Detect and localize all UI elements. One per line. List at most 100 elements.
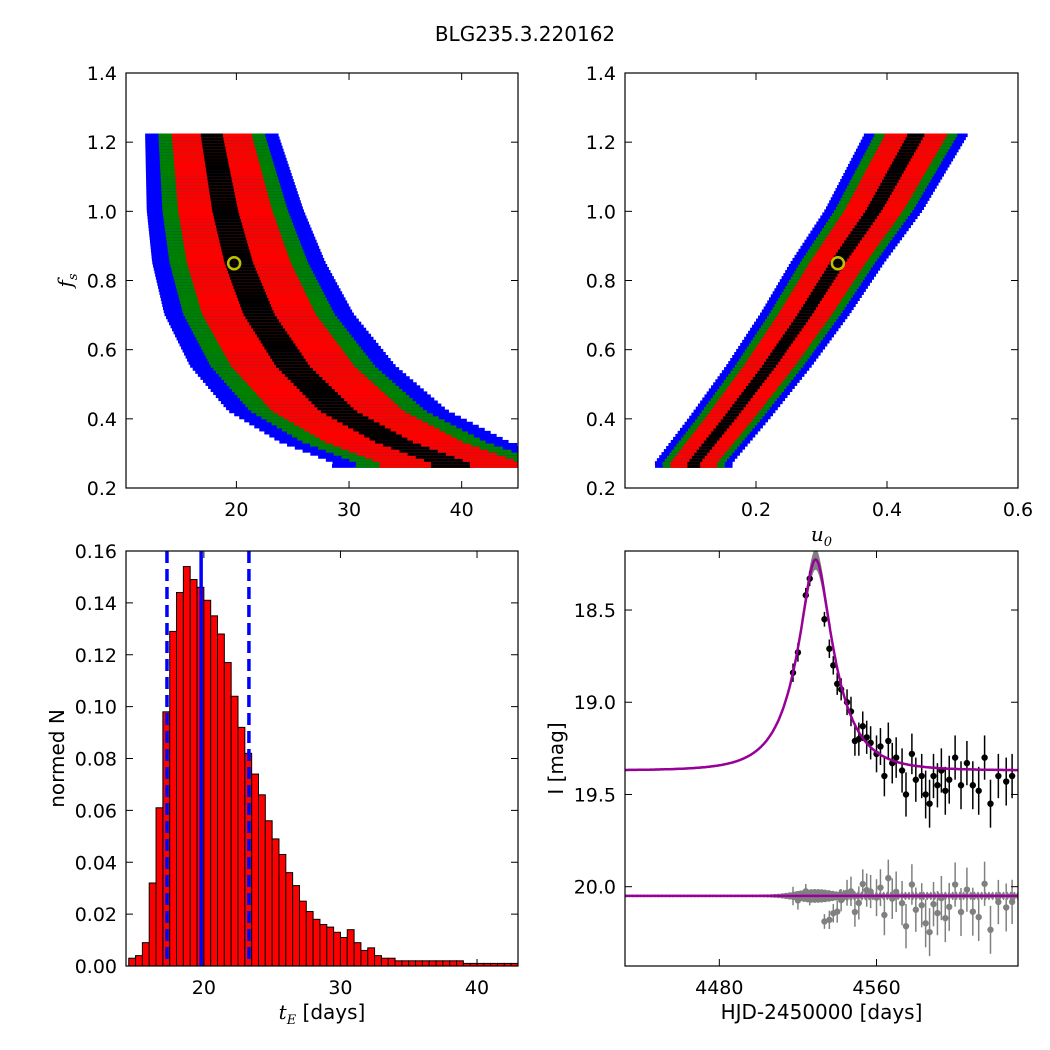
- heatmap-band-3: [842, 242, 858, 247]
- histogram-bar: [367, 947, 376, 966]
- best-fit-marker: [226, 255, 242, 271]
- heatmap-band-3: [850, 230, 867, 235]
- y-tick-label: 1.2: [87, 132, 117, 154]
- x-tick-label: 0.2: [741, 499, 771, 521]
- heatmap-band-3: [220, 245, 249, 250]
- heatmap-band-3: [820, 276, 836, 280]
- x-tick-label: 40: [450, 499, 474, 521]
- x-axis-label: tE [days]: [279, 1000, 366, 1028]
- y-tick-label: 0.2: [87, 478, 117, 500]
- data-point: [892, 754, 900, 761]
- residual-point: [877, 884, 884, 891]
- heatmap-band-3: [748, 382, 763, 386]
- x-tick-label: 4560: [852, 977, 900, 999]
- heatmap-band-3: [741, 391, 756, 396]
- heatmap-band-3: [799, 309, 815, 314]
- histogram-bar: [203, 599, 212, 966]
- data-point: [987, 800, 994, 807]
- heatmap-band-3: [391, 446, 430, 450]
- y-tick-label: 0.8: [586, 271, 616, 293]
- heatmap-band-3: [270, 354, 304, 359]
- heatmap-band-3: [317, 406, 354, 411]
- residual-point: [855, 899, 863, 907]
- best-fit-marker: [830, 255, 846, 271]
- y-axis-label: normed N: [45, 709, 69, 808]
- residual-point: [930, 900, 937, 908]
- heatmap-band-3: [768, 354, 783, 359]
- heatmap-band-3: [227, 270, 258, 274]
- y-tick-label: 0.16: [75, 541, 117, 563]
- data-point: [902, 791, 910, 798]
- residual-point: [898, 899, 906, 907]
- data-point: [855, 735, 863, 743]
- residual-point: [946, 903, 953, 911]
- residual-point: [859, 880, 866, 888]
- heatmap-band-3: [206, 169, 231, 174]
- heatmap-band-3: [730, 406, 744, 411]
- x-tick-label: 30: [337, 499, 361, 521]
- heatmap-band-3: [281, 370, 317, 374]
- residual-point: [912, 906, 920, 913]
- histogram-bar: [449, 960, 458, 966]
- heatmap-band-3: [230, 276, 260, 280]
- heatmap-band-3: [715, 424, 730, 429]
- axes-frame: [624, 550, 1019, 967]
- heatmap-band-3: [752, 376, 767, 380]
- heatmap-band-3: [208, 185, 234, 189]
- heatmap-band-3: [866, 206, 884, 210]
- heatmap-band-3: [229, 273, 259, 277]
- x-axis-label: u0: [811, 522, 832, 550]
- histogram-bar: [374, 955, 382, 966]
- heatmap-band-3: [293, 382, 329, 386]
- residual-point: [942, 914, 949, 922]
- histogram-bar: [298, 900, 307, 966]
- data-point: [830, 662, 837, 669]
- heatmap-band-3: [805, 300, 820, 305]
- data-point: [834, 680, 841, 687]
- residual-point: [987, 926, 994, 933]
- tE_histogram-panel: 20 30 40 0.00 0.02 0.04 0.06 0.08 0.10 0.12 0.14 0.…: [45, 541, 519, 1028]
- residual-point: [881, 911, 888, 919]
- histogram-bar: [510, 962, 518, 966]
- heatmap-band-3: [208, 182, 233, 186]
- histogram-bar: [339, 936, 348, 966]
- y-tick-label: 0.6: [87, 340, 117, 362]
- heatmap-band-3: [234, 288, 265, 292]
- heatmap-band-3: [743, 388, 758, 393]
- data-point: [1003, 778, 1010, 785]
- residual-point: [1003, 904, 1010, 911]
- heatmap-band-3: [235, 291, 266, 295]
- data-point: [969, 782, 977, 789]
- heatmap-band-3: [723, 415, 737, 420]
- data-point: [898, 767, 906, 774]
- heatmap-band-3: [202, 145, 226, 150]
- heatmap-band-3: [203, 148, 226, 153]
- y-tick-label: 0.04: [75, 852, 117, 874]
- heatmap-band-3: [840, 245, 856, 250]
- y-tick-label: 1.2: [586, 132, 616, 154]
- residual-point: [969, 908, 977, 915]
- heatmap-band-3: [262, 342, 296, 347]
- heatmap-band-3: [706, 436, 720, 441]
- heatmap-band-3: [689, 458, 703, 462]
- data-point: [821, 616, 828, 623]
- heatmap-band-3: [237, 297, 269, 301]
- heatmap-band-3: [854, 224, 871, 229]
- heatmap-band-3: [791, 321, 806, 326]
- histogram-bar: [155, 807, 164, 966]
- heatmap-band-3: [308, 397, 345, 402]
- heatmap-band-3: [320, 409, 358, 414]
- residual-point: [934, 909, 941, 917]
- heatmap-band-3: [218, 233, 246, 238]
- histogram-bar: [223, 662, 232, 966]
- heatmap-band-3: [786, 327, 802, 332]
- residual-point: [892, 888, 900, 895]
- residual-point: [802, 888, 809, 895]
- heatmap-band-3: [348, 424, 386, 429]
- heatmap-band-3: [725, 412, 739, 417]
- heatmap-band-3: [732, 403, 746, 408]
- y-tick-label: 0.02: [75, 904, 117, 926]
- x-axis-label: HJD-2450000 [days]: [721, 1000, 923, 1024]
- heatmap-band-3: [905, 136, 923, 141]
